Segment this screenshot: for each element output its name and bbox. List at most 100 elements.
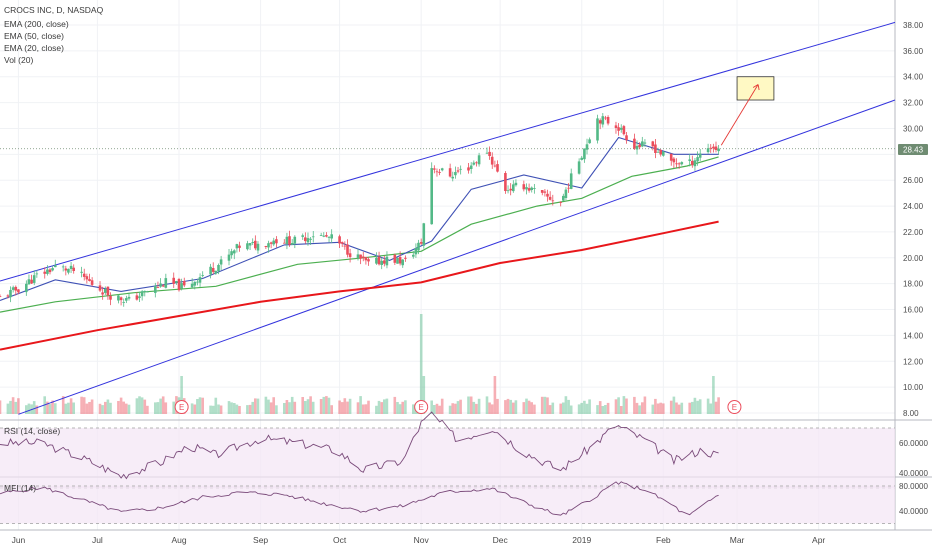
candle-body: [135, 295, 139, 300]
volume-bar: [283, 403, 286, 414]
price-tick-label: 20.00: [903, 254, 924, 263]
volume-bar: [64, 403, 68, 414]
time-axis[interactable]: Jun Jul Aug Sep Oct Nov Dec 2019 Feb Mar Apr: [12, 535, 826, 545]
earnings-marker-label: E: [419, 403, 424, 412]
trend-channel[interactable]: [0, 21, 896, 415]
candle-body: [233, 250, 236, 254]
price-tick-label: 16.00: [903, 306, 924, 315]
candle-body: [161, 285, 165, 287]
volume-bar: [488, 402, 491, 414]
rsi-line: [0, 411, 719, 480]
price-axis[interactable]: 38.00 36.00 34.00 32.00 30.00 26.00 24.00 22.00…: [899, 21, 928, 516]
candle-body: [340, 242, 344, 244]
candle-body: [43, 271, 46, 274]
earnings-marker: [727, 400, 742, 414]
candle-body: [235, 244, 239, 249]
candle-body: [559, 202, 562, 203]
candle-body: [504, 173, 507, 191]
volume-bar: [233, 403, 236, 414]
candle-body: [175, 281, 178, 283]
candle-body: [543, 191, 547, 193]
volume-bar: [104, 401, 107, 414]
candle-body: [217, 265, 220, 272]
candle-body: [622, 126, 626, 135]
volume-bar: [467, 396, 470, 414]
price-tick-label: 36.00: [903, 47, 924, 56]
candle-body: [417, 242, 420, 251]
volume-bar: [98, 403, 102, 414]
candle-body: [606, 117, 610, 124]
volume-bar: [346, 401, 349, 414]
candle-body: [688, 159, 691, 161]
candle-body: [269, 242, 273, 244]
volume-bar: [412, 404, 415, 414]
volume-bar: [540, 396, 544, 414]
price-tick-label: 26.00: [903, 176, 924, 185]
candle-body: [475, 162, 478, 164]
rsi-label: RSI (14, close): [4, 426, 60, 436]
month-label: Jul: [92, 535, 103, 545]
volume-bar: [269, 402, 273, 414]
candle-body: [693, 160, 697, 167]
month-label: 2019: [572, 535, 591, 545]
candle-body: [125, 298, 128, 301]
volume-bar: [159, 398, 162, 414]
volume-bar: [435, 403, 439, 414]
volume-bar: [662, 403, 665, 414]
candle-body: [201, 275, 204, 276]
volume-bar: [211, 405, 215, 414]
rsi-pane: [0, 411, 895, 489]
candle-body: [696, 157, 699, 162]
channel-upper-line: [0, 21, 896, 282]
volume-bar: [577, 404, 581, 414]
candle-body: [82, 273, 86, 277]
price-tick-label: 34.00: [903, 73, 924, 82]
volume-bar: [509, 399, 512, 414]
candle-body: [251, 242, 254, 243]
volume-bar: [422, 376, 426, 414]
candle-body: [172, 277, 175, 284]
earnings-marker: [174, 400, 189, 414]
volume-bar: [109, 402, 112, 414]
candle-body: [638, 144, 641, 148]
volume-bar: [433, 405, 436, 414]
candle-body: [17, 289, 20, 293]
volume-bar: [396, 402, 399, 414]
volume-bar: [125, 403, 128, 414]
volume-bar: [583, 400, 586, 414]
candle-body: [530, 187, 533, 190]
candle-body: [230, 251, 233, 256]
candle-body: [14, 286, 18, 291]
candle-body: [346, 244, 349, 255]
mfi-label: MFI (14): [4, 483, 36, 493]
candle-body: [440, 168, 444, 171]
volume-bar: [285, 400, 289, 414]
candle-body: [477, 155, 481, 165]
rsi-tick-label: 60.0000: [899, 439, 928, 448]
volume-bar: [551, 402, 555, 414]
candle-body: [138, 296, 141, 298]
volume-bar: [11, 397, 15, 414]
candle-body: [0, 296, 2, 297]
volume-bar: [161, 396, 165, 414]
volume-bar: [6, 403, 10, 414]
volume-bar: [651, 404, 655, 414]
candle-body: [577, 161, 581, 174]
candle-body: [656, 151, 660, 153]
volume-bar: [14, 401, 18, 414]
candle-body: [338, 236, 341, 244]
volume-bar: [338, 400, 341, 414]
candle-body: [214, 270, 218, 274]
candle-body: [454, 172, 457, 176]
volume-bar: [714, 401, 718, 414]
target-annotation[interactable]: [720, 76, 775, 146]
volume-bar: [214, 397, 218, 414]
price-tick-label: 10.00: [903, 383, 924, 392]
candle-body: [459, 168, 462, 170]
volume-bar: [311, 401, 315, 414]
candle-body: [414, 248, 418, 255]
candle-body: [698, 153, 702, 158]
candle-body: [433, 168, 436, 170]
